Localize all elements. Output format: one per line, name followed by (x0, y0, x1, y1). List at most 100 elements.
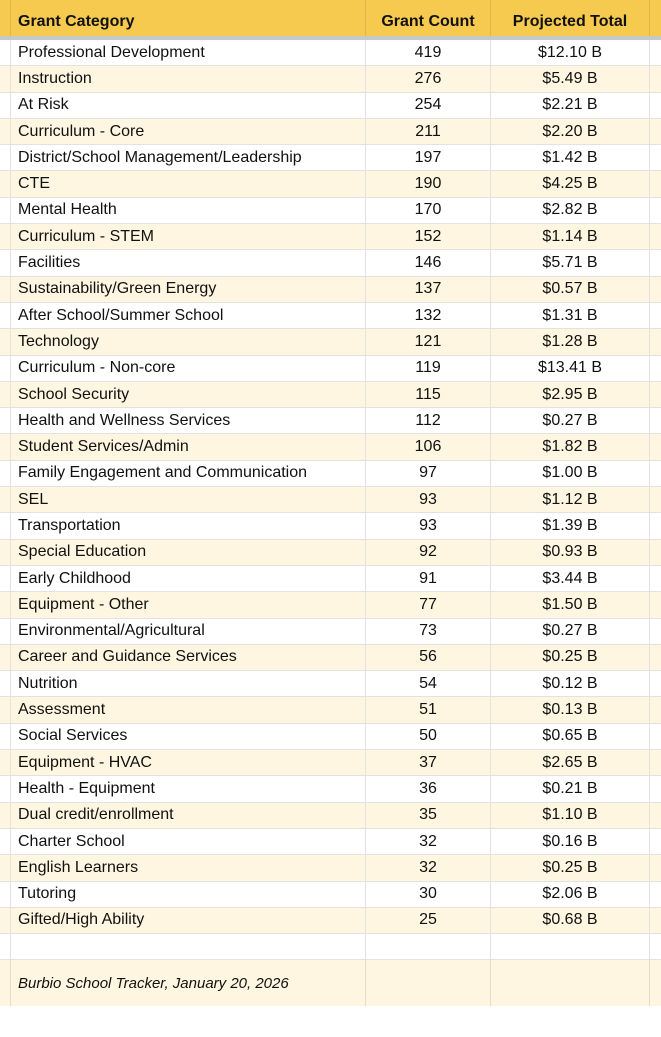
projected-total-cell[interactable]: $5.71 B (491, 250, 650, 276)
projected-total-cell[interactable]: $4.25 B (491, 171, 650, 197)
grant-count-cell[interactable]: 32 (366, 828, 491, 855)
grant-count-cell[interactable]: 276 (366, 66, 491, 92)
source-note[interactable]: Burbio School Tracker, January 20, 2026 (11, 960, 366, 1007)
projected-total-cell[interactable]: $2.20 B (491, 118, 650, 145)
grant-count-cell[interactable]: 119 (366, 355, 491, 381)
category-cell[interactable]: Tutoring (11, 881, 366, 907)
projected-total-cell[interactable]: $2.06 B (491, 881, 650, 907)
projected-total-cell[interactable]: $1.00 B (491, 460, 650, 487)
projected-total-cell[interactable]: $1.50 B (491, 592, 650, 618)
grant-count-cell[interactable]: 152 (366, 224, 491, 250)
category-cell[interactable]: Mental Health (11, 197, 366, 224)
grant-count-cell[interactable]: 37 (366, 750, 491, 776)
grant-count-cell[interactable]: 92 (366, 539, 491, 565)
category-cell[interactable]: Professional Development (11, 40, 366, 66)
projected-total-cell[interactable]: $0.65 B (491, 723, 650, 750)
category-cell[interactable]: Sustainability/Green Energy (11, 276, 366, 302)
empty-cell[interactable] (491, 960, 650, 1007)
projected-total-cell[interactable]: $1.82 B (491, 434, 650, 460)
projected-total-cell[interactable]: $0.16 B (491, 828, 650, 855)
grant-count-cell[interactable]: 112 (366, 408, 491, 434)
empty-cell[interactable] (366, 960, 491, 1007)
grant-count-cell[interactable]: 32 (366, 855, 491, 881)
projected-total-cell[interactable]: $0.27 B (491, 408, 650, 434)
projected-total-cell[interactable]: $1.39 B (491, 513, 650, 539)
projected-total-cell[interactable]: $1.28 B (491, 329, 650, 355)
category-cell[interactable]: Career and Guidance Services (11, 644, 366, 671)
category-cell[interactable]: Student Services/Admin (11, 434, 366, 460)
projected-total-cell[interactable]: $0.25 B (491, 855, 650, 881)
category-cell[interactable]: Environmental/Agricultural (11, 618, 366, 644)
header-grant-count[interactable]: Grant Count (366, 0, 491, 36)
category-cell[interactable]: CTE (11, 171, 366, 197)
projected-total-cell[interactable]: $1.42 B (491, 145, 650, 171)
grant-count-cell[interactable]: 50 (366, 723, 491, 750)
projected-total-cell[interactable]: $12.10 B (491, 40, 650, 66)
grant-count-cell[interactable]: 137 (366, 276, 491, 302)
projected-total-cell[interactable]: $0.68 B (491, 907, 650, 934)
grant-count-cell[interactable]: 93 (366, 487, 491, 513)
grant-count-cell[interactable]: 35 (366, 802, 491, 828)
grant-count-cell[interactable]: 115 (366, 381, 491, 408)
grant-count-cell[interactable]: 132 (366, 302, 491, 329)
category-cell[interactable]: Curriculum - Core (11, 118, 366, 145)
projected-total-cell[interactable]: $1.10 B (491, 802, 650, 828)
empty-cell[interactable] (491, 934, 650, 960)
category-cell[interactable]: Dual credit/enrollment (11, 802, 366, 828)
projected-total-cell[interactable]: $2.65 B (491, 750, 650, 776)
projected-total-cell[interactable]: $1.12 B (491, 487, 650, 513)
grant-count-cell[interactable]: 91 (366, 565, 491, 592)
grant-count-cell[interactable]: 419 (366, 40, 491, 66)
projected-total-cell[interactable]: $1.14 B (491, 224, 650, 250)
header-grant-category[interactable]: Grant Category (11, 0, 366, 36)
projected-total-cell[interactable]: $0.27 B (491, 618, 650, 644)
grant-count-cell[interactable]: 146 (366, 250, 491, 276)
projected-total-cell[interactable]: $2.95 B (491, 381, 650, 408)
grant-count-cell[interactable]: 106 (366, 434, 491, 460)
grant-count-cell[interactable]: 97 (366, 460, 491, 487)
projected-total-cell[interactable]: $0.25 B (491, 644, 650, 671)
projected-total-cell[interactable]: $0.13 B (491, 697, 650, 723)
projected-total-cell[interactable]: $1.31 B (491, 302, 650, 329)
category-cell[interactable]: Equipment - HVAC (11, 750, 366, 776)
category-cell[interactable]: Social Services (11, 723, 366, 750)
projected-total-cell[interactable]: $0.57 B (491, 276, 650, 302)
grant-count-cell[interactable]: 93 (366, 513, 491, 539)
grant-count-cell[interactable]: 121 (366, 329, 491, 355)
category-cell[interactable]: Assessment (11, 697, 366, 723)
grant-count-cell[interactable]: 51 (366, 697, 491, 723)
category-cell[interactable]: Curriculum - Non-core (11, 355, 366, 381)
category-cell[interactable]: Nutrition (11, 671, 366, 697)
grant-count-cell[interactable]: 36 (366, 776, 491, 802)
category-cell[interactable]: After School/Summer School (11, 302, 366, 329)
category-cell[interactable]: English Learners (11, 855, 366, 881)
category-cell[interactable]: District/School Management/Leadership (11, 145, 366, 171)
grant-count-cell[interactable]: 170 (366, 197, 491, 224)
grant-count-cell[interactable]: 56 (366, 644, 491, 671)
category-cell[interactable]: Transportation (11, 513, 366, 539)
projected-total-cell[interactable]: $5.49 B (491, 66, 650, 92)
projected-total-cell[interactable]: $3.44 B (491, 565, 650, 592)
grant-count-cell[interactable]: 73 (366, 618, 491, 644)
grant-count-cell[interactable]: 190 (366, 171, 491, 197)
category-cell[interactable]: Health and Wellness Services (11, 408, 366, 434)
projected-total-cell[interactable]: $2.21 B (491, 92, 650, 118)
header-projected-total[interactable]: Projected Total (491, 0, 650, 36)
grant-count-cell[interactable]: 25 (366, 907, 491, 934)
category-cell[interactable]: Early Childhood (11, 565, 366, 592)
grant-count-cell[interactable]: 254 (366, 92, 491, 118)
grant-count-cell[interactable]: 197 (366, 145, 491, 171)
projected-total-cell[interactable]: $0.12 B (491, 671, 650, 697)
category-cell[interactable]: Facilities (11, 250, 366, 276)
projected-total-cell[interactable]: $0.21 B (491, 776, 650, 802)
category-cell[interactable]: School Security (11, 381, 366, 408)
category-cell[interactable]: Instruction (11, 66, 366, 92)
category-cell[interactable]: Gifted/High Ability (11, 907, 366, 934)
empty-cell[interactable] (366, 934, 491, 960)
category-cell[interactable]: Equipment - Other (11, 592, 366, 618)
grant-count-cell[interactable]: 211 (366, 118, 491, 145)
projected-total-cell[interactable]: $0.93 B (491, 539, 650, 565)
category-cell[interactable]: At Risk (11, 92, 366, 118)
grant-count-cell[interactable]: 54 (366, 671, 491, 697)
grant-count-cell[interactable]: 77 (366, 592, 491, 618)
